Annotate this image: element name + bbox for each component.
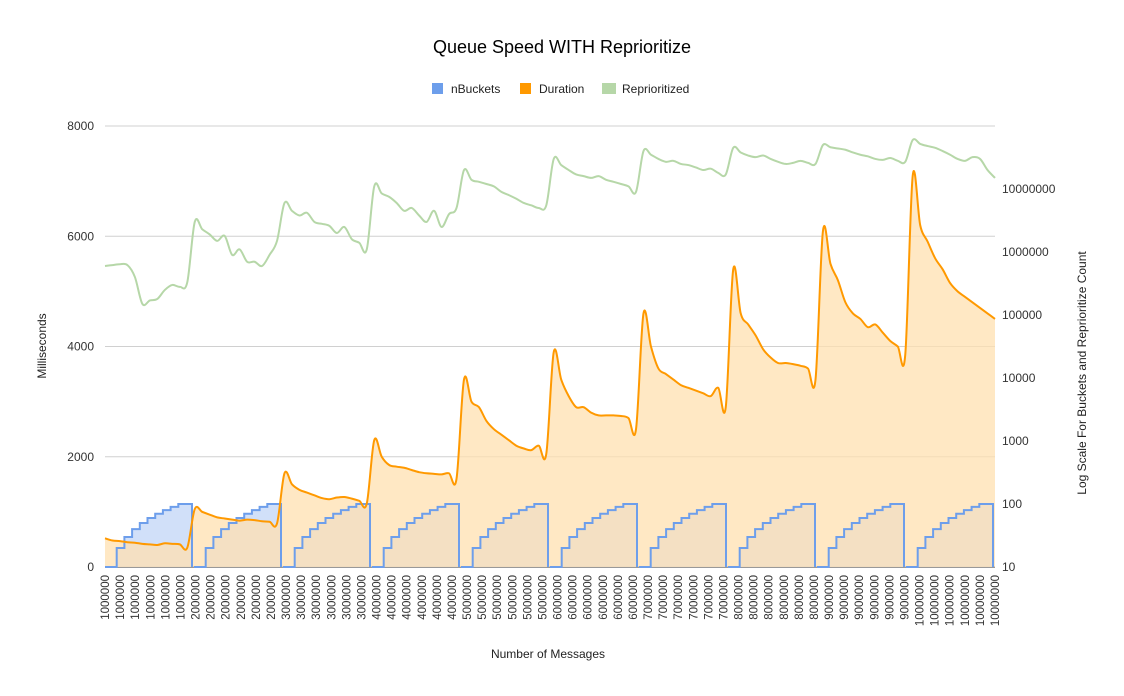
y-right-tick-label: 100000 (1002, 308, 1042, 322)
x-tick-label: 8000000 (779, 575, 791, 620)
x-tick-label: 9000000 (824, 575, 836, 620)
x-tick-label: 7000000 (643, 575, 655, 620)
x-tick-label: 3000000 (311, 575, 323, 620)
x-tick-label: 5000000 (462, 575, 474, 620)
x-tick-label: 3000000 (356, 575, 368, 620)
x-tick-label: 6000000 (583, 575, 595, 620)
y-right-tick-label: 10000 (1002, 371, 1036, 385)
x-tick-label: 9000000 (854, 575, 866, 620)
chart-title: Queue Speed WITH Reprioritize (433, 37, 691, 57)
legend-label-duration: Duration (539, 82, 584, 96)
x-tick-label: 7000000 (688, 575, 700, 620)
x-tick-label: 6000000 (628, 575, 640, 620)
x-tick-label: 6000000 (613, 575, 625, 620)
x-tick-label: 9000000 (869, 575, 881, 620)
legend-swatch-nbuckets (432, 83, 443, 94)
x-tick-label: 1000000 (175, 575, 187, 620)
x-tick-label: 2000000 (191, 575, 203, 620)
x-tick-label: 7000000 (718, 575, 730, 620)
legend: nBuckets Duration Reprioritized (432, 82, 689, 96)
x-tick-label: 5000000 (507, 575, 519, 620)
y-axis-right-title: Log Scale For Buckets and Reprioritize C… (1075, 251, 1089, 495)
nbuckets-line (105, 503, 994, 568)
x-tick-label: 6000000 (553, 575, 565, 620)
legend-swatch-reprioritized (602, 83, 616, 94)
y-right-tick-label: 1000000 (1002, 245, 1049, 259)
x-tick-label: 9000000 (899, 575, 911, 620)
y-left-tick-label: 2000 (67, 450, 94, 464)
x-tick-label: 4000000 (417, 575, 429, 620)
x-tick-label: 7000000 (673, 575, 685, 620)
left-axis-ticks: 0 2000 4000 6000 8000 (67, 119, 94, 574)
x-tick-label: 8000000 (764, 575, 776, 620)
x-tick-label: 3000000 (326, 575, 338, 620)
x-tick-label: 10000000 (915, 575, 927, 626)
reprioritized-line (104, 138, 996, 307)
y-right-tick-label: 10000000 (1002, 182, 1056, 196)
x-tick-label: 8000000 (809, 575, 821, 620)
x-tick-label: 1000000 (100, 575, 112, 620)
duration-line (104, 170, 996, 551)
x-tick-label: 2000000 (206, 575, 218, 620)
x-tick-label: 9000000 (839, 575, 851, 620)
y-right-tick-label: 10 (1002, 560, 1016, 574)
right-axis-ticks: 10 100 1000 10000 100000 1000000 10000000 (1002, 182, 1056, 574)
legend-label-nbuckets: nBuckets (451, 82, 500, 96)
x-tick-label: 8000000 (734, 575, 746, 620)
x-tick-label: 5000000 (537, 575, 549, 620)
x-tick-label: 10000000 (990, 575, 1002, 626)
x-tick-label: 3000000 (341, 575, 353, 620)
x-axis-title: Number of Messages (491, 647, 605, 661)
y-left-tick-label: 6000 (67, 229, 94, 243)
y-left-tick-label: 0 (87, 560, 94, 574)
x-tick-label: 4000000 (402, 575, 414, 620)
x-axis-ticks: 1000000 1000000 1000000 1000000 1000000 10000… (100, 575, 1002, 626)
x-tick-label: 4000000 (432, 575, 444, 620)
x-tick-label: 8000000 (794, 575, 806, 620)
legend-swatch-duration (520, 83, 531, 94)
x-tick-label: 1000000 (160, 575, 172, 620)
x-tick-label: 8000000 (749, 575, 761, 620)
x-tick-label: 10000000 (945, 575, 957, 626)
x-tick-label: 4000000 (372, 575, 384, 620)
x-tick-label: 2000000 (221, 575, 233, 620)
x-tick-label: 5000000 (522, 575, 534, 620)
y-left-tick-label: 4000 (67, 340, 94, 354)
x-tick-label: 6000000 (568, 575, 580, 620)
x-tick-label: 2000000 (251, 575, 263, 620)
x-tick-label: 10000000 (975, 575, 987, 626)
x-tick-label: 2000000 (236, 575, 248, 620)
y-axis-left-title: Milliseconds (35, 313, 49, 378)
x-tick-label: 7000000 (658, 575, 670, 620)
x-tick-label: 7000000 (703, 575, 715, 620)
y-right-tick-label: 100 (1002, 497, 1022, 511)
x-tick-label: 2000000 (266, 575, 278, 620)
y-left-tick-label: 8000 (67, 119, 94, 133)
x-tick-label: 5000000 (477, 575, 489, 620)
x-tick-label: 4000000 (387, 575, 399, 620)
x-tick-label: 10000000 (960, 575, 972, 626)
duration-area (105, 170, 995, 568)
x-tick-label: 10000000 (930, 575, 942, 626)
y-right-tick-label: 1000 (1002, 434, 1029, 448)
x-tick-label: 5000000 (492, 575, 504, 620)
x-tick-label: 9000000 (884, 575, 896, 620)
x-tick-label: 3000000 (296, 575, 308, 620)
x-tick-label: 4000000 (447, 575, 459, 620)
x-tick-label: 3000000 (281, 575, 293, 620)
plot-area (104, 138, 996, 568)
x-tick-label: 1000000 (145, 575, 157, 620)
x-tick-label: 1000000 (130, 575, 142, 620)
x-tick-label: 1000000 (115, 575, 127, 620)
x-tick-label: 6000000 (598, 575, 610, 620)
legend-label-reprioritized: Reprioritized (622, 82, 689, 96)
